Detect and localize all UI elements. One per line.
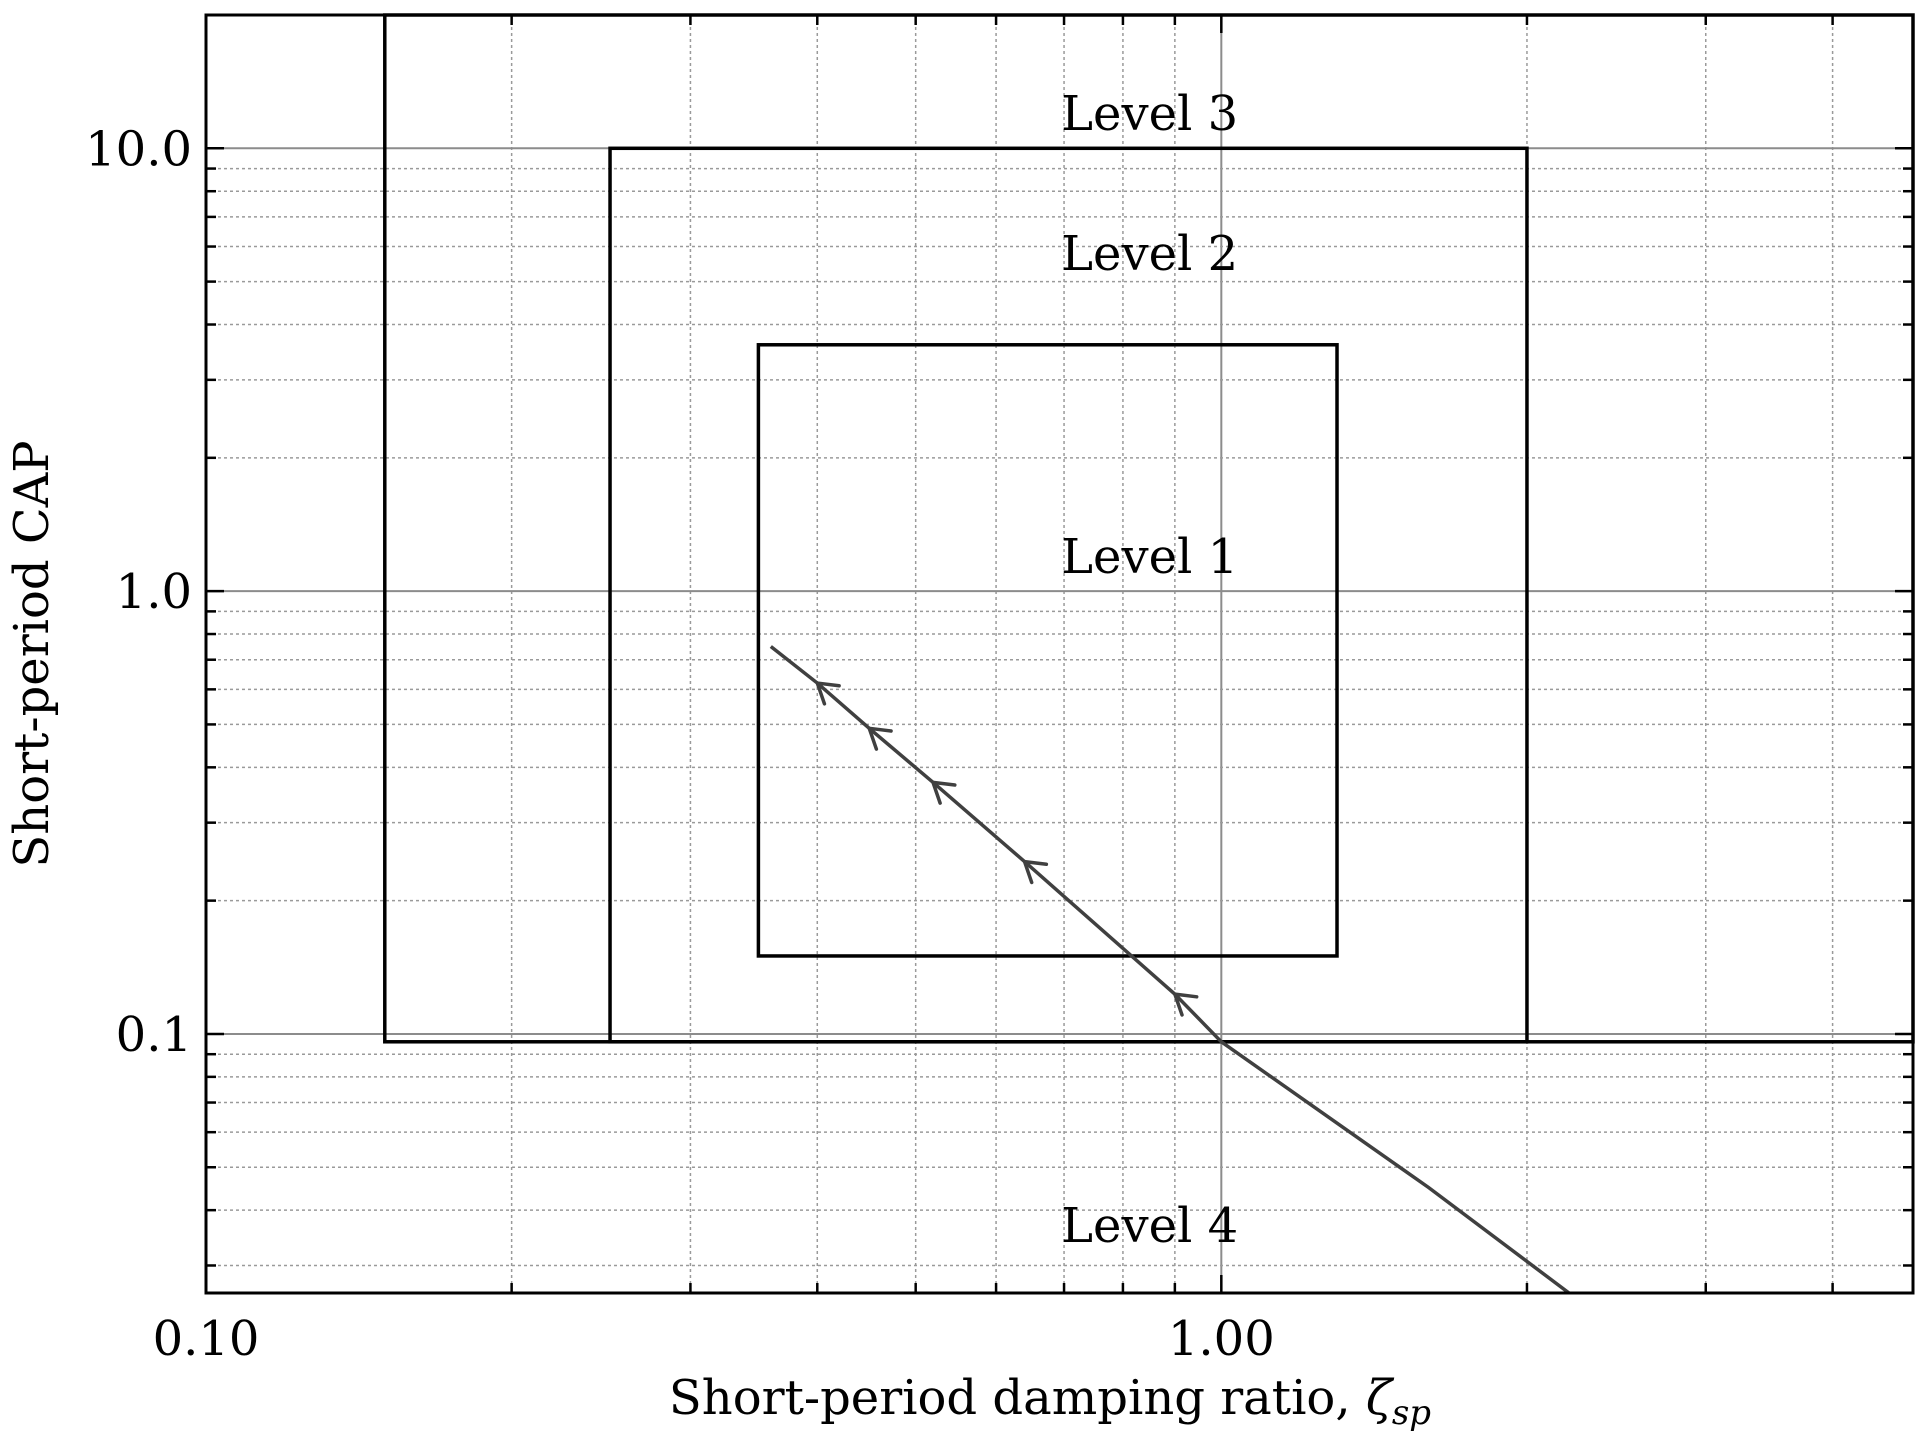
level-region-label: Level 4 <box>1061 1198 1238 1254</box>
trajectory-arrowhead <box>1022 859 1049 885</box>
level-boundary <box>756 343 1339 958</box>
x-axis-label: Short-period damping ratio, ζsp <box>669 1370 1431 1433</box>
trajectory-arrowhead <box>931 780 957 805</box>
trajectory-series <box>769 645 1571 1295</box>
y-axis-label: Short-period CAP <box>4 440 60 867</box>
level-region-label: Level 1 <box>1061 529 1238 585</box>
trajectory-arrowhead <box>815 681 841 706</box>
trajectory-line <box>769 645 1571 1295</box>
x-tick-label: 1.00 <box>1168 1311 1275 1367</box>
x-tick-label: 0.10 <box>153 1311 260 1367</box>
trajectory-arrowhead <box>1173 992 1199 1017</box>
level-region-label: Level 2 <box>1061 226 1238 282</box>
axis-ticks <box>204 13 1913 1293</box>
y-tick-label: 1.0 <box>116 564 192 620</box>
grid <box>205 14 1913 1293</box>
level-region-label: Level 3 <box>1061 86 1238 142</box>
plot-frame <box>204 13 1915 1295</box>
trajectory-arrowhead <box>867 726 893 751</box>
y-tick-label: 0.1 <box>116 1007 192 1063</box>
y-tick-label: 10.0 <box>85 121 192 177</box>
text-labels: 0.10 1.00 0.1 1.0 10.0 Level 1 Level 2 Level 3 L… <box>85 86 1275 1367</box>
